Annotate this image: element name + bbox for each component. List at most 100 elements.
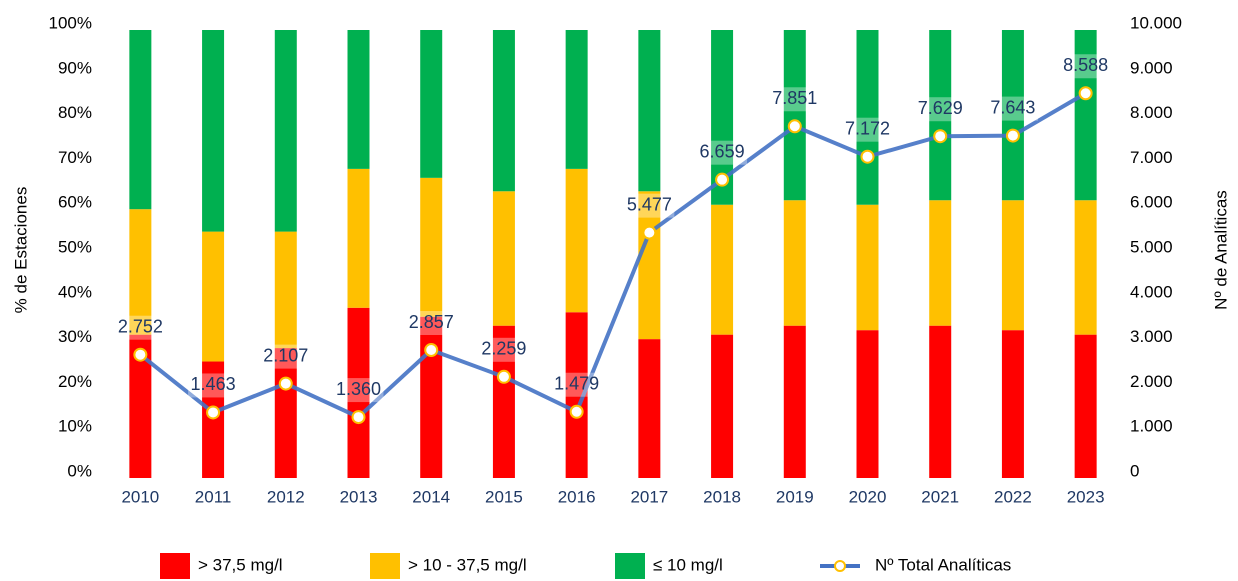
line-marker (933, 129, 948, 144)
line-marker (1005, 128, 1020, 143)
line-marker (715, 172, 730, 187)
bar-segment (492, 30, 515, 192)
y-tick-label: 20% (58, 372, 92, 391)
bar-segment (565, 30, 588, 169)
bar-segment (420, 30, 443, 178)
legend-swatch (160, 553, 190, 579)
y2-tick-label: 0 (1130, 461, 1139, 480)
bar-segment (129, 334, 152, 478)
value-label: 7.643 (990, 97, 1035, 117)
value-label: 2.752 (118, 316, 163, 336)
y2-tick-label: 4.000 (1130, 282, 1173, 301)
x-tick-label: 2021 (921, 487, 959, 506)
bar-segment (711, 334, 734, 478)
y2-tick-label: 2.000 (1130, 372, 1173, 391)
value-label: 2.857 (409, 312, 454, 332)
y-tick-label: 30% (58, 327, 92, 346)
bar-segment (929, 30, 952, 201)
value-label: 1.360 (336, 379, 381, 399)
bar-segment (347, 168, 370, 308)
y2-tick-label: 7.000 (1130, 148, 1173, 167)
bar-segment (129, 30, 152, 210)
bar-segment (856, 204, 879, 331)
line-marker (1078, 86, 1093, 101)
bar-segment (492, 325, 515, 478)
y2-axis-title: Nº de Analíticas (1211, 190, 1230, 310)
x-tick-label: 2014 (412, 487, 450, 506)
y-tick-label: 50% (58, 237, 92, 256)
y2-tick-label: 6.000 (1130, 193, 1173, 212)
bar-segment (274, 30, 297, 232)
y2-tick-label: 10.000 (1130, 13, 1182, 32)
x-tick-label: 2016 (558, 487, 596, 506)
value-label-bg (115, 315, 166, 340)
bar-segment (638, 339, 661, 478)
value-label-bg (842, 117, 893, 142)
value-label: 2.259 (481, 339, 526, 359)
bar-segment (202, 361, 225, 478)
y-tick-label: 90% (58, 58, 92, 77)
bar-segment (856, 30, 879, 205)
legend-swatch (370, 553, 400, 579)
line-marker (569, 404, 584, 419)
x-tick-label: 2015 (485, 487, 523, 506)
value-label: 1.463 (191, 374, 236, 394)
line-marker (787, 119, 802, 134)
bar-segment (129, 209, 152, 335)
value-label: 7.629 (918, 98, 963, 118)
bar-segment (783, 325, 806, 478)
y-tick-label: 40% (58, 282, 92, 301)
value-label-bg (915, 97, 966, 122)
line-marker (351, 410, 366, 425)
y-tick-label: 100% (49, 13, 92, 32)
value-label-bg (987, 96, 1038, 121)
value-label-bg (1060, 54, 1111, 79)
y2-tick-label: 9.000 (1130, 58, 1173, 77)
bar-segment (711, 204, 734, 335)
y-tick-label: 0% (67, 461, 92, 480)
line-marker (133, 347, 148, 362)
value-label: 6.659 (700, 141, 745, 161)
x-tick-label: 2018 (703, 487, 741, 506)
line (139, 91, 1087, 420)
x-tick-label: 2010 (121, 487, 159, 506)
line-marker (860, 149, 875, 164)
value-label: 2.107 (263, 345, 308, 365)
bar-segment (202, 231, 225, 362)
legend-label: Nº Total Analíticas (875, 555, 1011, 574)
bar-segment (347, 307, 370, 478)
x-tick-label: 2011 (195, 487, 232, 506)
value-label-bg (624, 193, 675, 218)
line-marker (424, 343, 439, 358)
value-label-bg (406, 311, 457, 336)
bar-segment (274, 231, 297, 349)
bar-segment (565, 168, 588, 313)
legend-label: > 10 - 37,5 mg/l (408, 555, 527, 574)
y2-tick-label: 5.000 (1130, 237, 1173, 256)
value-label: 7.851 (772, 88, 817, 108)
bar-segment (1001, 330, 1024, 478)
y2-tick-label: 3.000 (1130, 327, 1173, 346)
value-label: 1.479 (554, 373, 599, 393)
y-tick-label: 80% (58, 103, 92, 122)
legend-label: ≤ 10 mg/l (653, 555, 723, 574)
bar-segment (638, 30, 661, 192)
x-tick-label: 2012 (267, 487, 305, 506)
bar-segment (711, 30, 734, 205)
bar-segment (1074, 200, 1097, 335)
bar-segment (856, 330, 879, 478)
x-tick-label: 2022 (994, 487, 1032, 506)
x-tick-label: 2023 (1067, 487, 1105, 506)
bar-segment (1074, 30, 1097, 201)
value-label-bg (697, 140, 748, 165)
legend-swatch (615, 553, 645, 579)
x-tick-label: 2020 (849, 487, 887, 506)
bar-segment (783, 30, 806, 201)
bar-segment (347, 30, 370, 169)
x-tick-label: 2019 (776, 487, 814, 506)
y2-tick-label: 8.000 (1130, 103, 1173, 122)
bar-segment (420, 177, 443, 317)
y2-tick-label: 1.000 (1130, 417, 1173, 436)
line-marker (496, 369, 511, 384)
value-label: 5.477 (627, 194, 672, 214)
